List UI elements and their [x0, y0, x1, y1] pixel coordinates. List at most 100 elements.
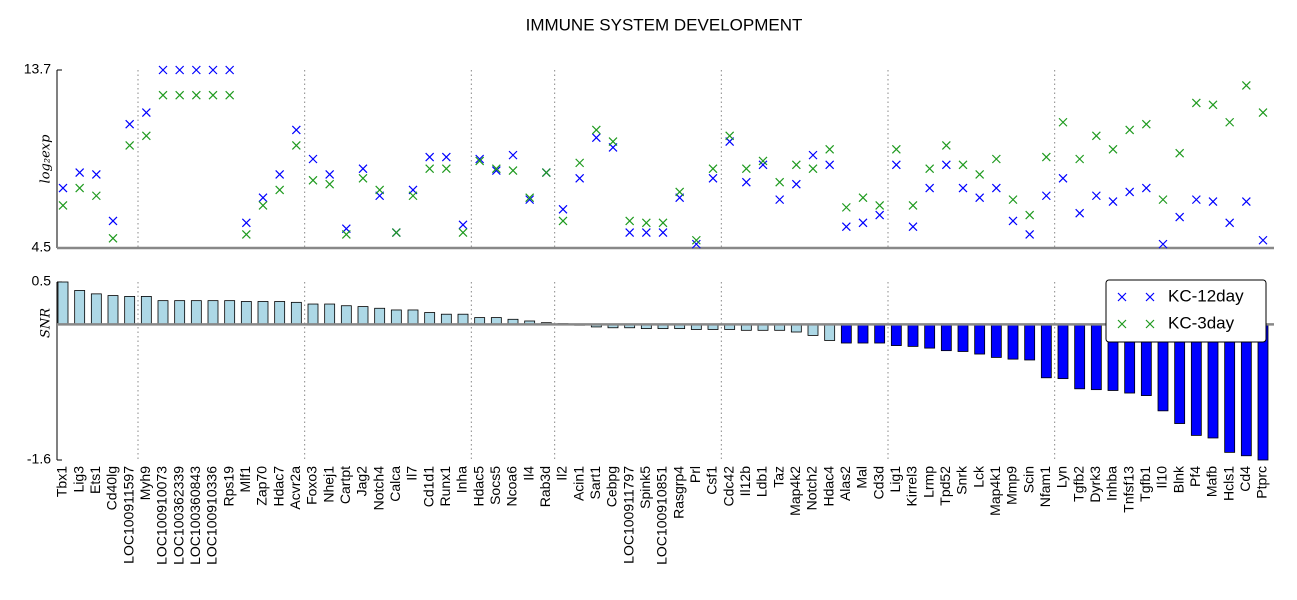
- x-tick-label: Dyrk3: [1087, 466, 1103, 503]
- data-point: [841, 222, 851, 232]
- data-point: [75, 183, 85, 193]
- data-point: [108, 233, 118, 243]
- y-axis-label: SNR: [39, 308, 54, 338]
- data-point: [191, 65, 201, 75]
- data-point: [291, 141, 301, 150]
- data-point: [308, 175, 318, 185]
- data-point: [958, 183, 968, 193]
- x-tick-label: Tgfb2: [1070, 466, 1086, 502]
- bar: [374, 307, 386, 325]
- x-tick-label: Hcls1: [1220, 466, 1236, 501]
- data-point: [75, 168, 85, 177]
- data-point: [208, 90, 218, 100]
- x-tick-label: Il10: [1154, 466, 1170, 489]
- data-point: [1175, 148, 1185, 158]
- x-tick-label: Map4k1: [987, 466, 1003, 516]
- data-point: [875, 201, 885, 210]
- data-point: [941, 141, 951, 150]
- bar: [74, 290, 86, 325]
- x-tick-label: Nhej1: [320, 466, 336, 503]
- data-point: [125, 119, 135, 129]
- data-point: [558, 216, 568, 226]
- data-point: [241, 230, 251, 239]
- x-tick-label: Inhba: [1104, 466, 1120, 501]
- x-tick-label: Cdc42: [720, 466, 736, 507]
- data-point: [58, 183, 68, 193]
- data-point: [741, 164, 751, 174]
- data-point: [91, 191, 101, 201]
- data-point: [325, 170, 335, 179]
- x-tick-label: Lyn: [1054, 466, 1070, 488]
- x-tick-label: Notch2: [804, 466, 820, 511]
- data-point: [475, 156, 485, 166]
- x-tick-label: Notch4: [370, 466, 386, 511]
- bar: [324, 303, 336, 325]
- data-point: [708, 173, 718, 183]
- data-point: [841, 202, 851, 212]
- bar: [457, 313, 469, 325]
- bar: [824, 323, 836, 341]
- x-tick-label: Taz: [770, 466, 786, 488]
- x-tick-label: Mal: [854, 466, 870, 489]
- bar: [1040, 323, 1052, 379]
- x-tick-label: LOC100910073: [154, 466, 170, 565]
- bar: [907, 323, 919, 347]
- x-tick-label: Rasgrp4: [670, 466, 686, 519]
- x-tick-label: Ets1: [87, 466, 103, 494]
- data-point: [825, 144, 835, 154]
- x-tick-label: Ptprc: [1254, 466, 1270, 499]
- x-tick-label: Tpd52: [937, 466, 953, 506]
- x-tick-label: Rps19: [220, 466, 236, 507]
- data-point: [775, 177, 785, 187]
- data-point: [258, 201, 268, 210]
- data-point: [1191, 195, 1201, 205]
- bar: [1257, 323, 1269, 461]
- data-point: [925, 164, 935, 174]
- x-tick-label: Calca: [387, 466, 403, 502]
- data-point: [1158, 239, 1168, 249]
- data-point: [758, 156, 768, 166]
- data-point: [1125, 125, 1135, 135]
- data-point: [458, 228, 468, 237]
- data-point: [125, 141, 135, 150]
- bar: [924, 323, 936, 349]
- data-point: [191, 90, 201, 100]
- bar: [1240, 323, 1252, 457]
- bar: [940, 323, 952, 352]
- data-point: [1258, 235, 1268, 245]
- x-tick-label: Cd3d: [870, 466, 886, 499]
- data-point: [308, 154, 318, 164]
- data-point: [991, 183, 1001, 193]
- data-point: [425, 164, 435, 174]
- x-tick-label: Foxo3: [304, 466, 320, 505]
- data-point: [1258, 108, 1268, 117]
- data-point: [541, 168, 551, 177]
- x-tick-label: LOC100911597: [120, 466, 136, 564]
- data-point: [1041, 191, 1051, 201]
- data-point: [1075, 208, 1085, 218]
- data-point: [258, 193, 268, 203]
- x-tick-label: Lrmp: [920, 466, 936, 498]
- y-axis-label: log₂exp: [39, 134, 54, 184]
- x-tick-label: Mafb: [1204, 466, 1220, 497]
- bar: [974, 323, 986, 355]
- data-point: [658, 228, 668, 237]
- bar: [207, 300, 219, 325]
- x-tick-label: Prl: [687, 466, 703, 483]
- data-point: [408, 191, 418, 201]
- data-point: [641, 228, 651, 237]
- bar: [874, 323, 886, 344]
- bar: [440, 313, 452, 325]
- data-point: [1191, 98, 1201, 108]
- data-point: [1108, 197, 1118, 206]
- legend-label: KC-12day: [1168, 286, 1244, 305]
- x-tick-label: Lig3: [70, 466, 86, 493]
- bar: [1024, 323, 1036, 361]
- data-point: [741, 177, 751, 187]
- data-point: [1225, 117, 1235, 127]
- x-tick-label: Ldb1: [754, 466, 770, 497]
- data-point: [1025, 210, 1035, 220]
- x-tick-label: Hdac7: [270, 466, 286, 507]
- bar: [90, 293, 102, 325]
- bar: [340, 305, 352, 325]
